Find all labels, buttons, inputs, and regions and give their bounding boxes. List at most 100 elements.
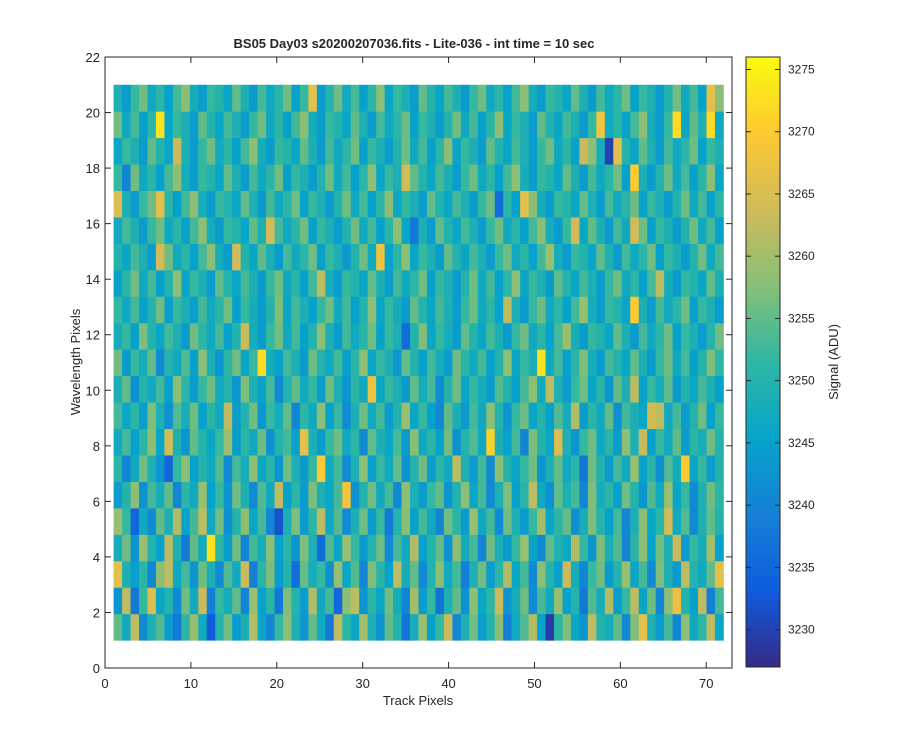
- heatmap-cell: [367, 243, 377, 271]
- heatmap-cell: [520, 322, 530, 350]
- heatmap-cell: [147, 534, 157, 562]
- heatmap-cell: [240, 190, 250, 218]
- heatmap-cell: [503, 507, 513, 535]
- heatmap-cell: [113, 296, 123, 324]
- heatmap-cell: [308, 481, 318, 509]
- heatmap-cell: [206, 455, 216, 482]
- heatmap-cell: [511, 137, 521, 165]
- heatmap-cell: [494, 481, 504, 509]
- heatmap-cell: [443, 111, 453, 139]
- heatmap-cell: [215, 349, 225, 377]
- heatmap-cell: [282, 243, 292, 271]
- heatmap-cell: [647, 455, 657, 482]
- heatmap-cell: [638, 455, 648, 482]
- y-tick-label: 0: [93, 661, 100, 676]
- heatmap-cell: [672, 269, 682, 297]
- heatmap-cell: [460, 613, 470, 641]
- heatmap-cell: [147, 613, 157, 641]
- heatmap-cell: [393, 243, 402, 271]
- heatmap-cell: [249, 507, 258, 535]
- heatmap-cell: [130, 84, 140, 112]
- heatmap-cell: [706, 84, 716, 112]
- heatmap-cell: [562, 507, 572, 535]
- heatmap-cell: [376, 349, 386, 377]
- heatmap-cell: [130, 507, 140, 535]
- heatmap-cell: [410, 428, 419, 456]
- heatmap-cell: [647, 269, 657, 297]
- heatmap-cell: [511, 217, 521, 244]
- heatmap-cell: [435, 349, 445, 377]
- heatmap-cell: [426, 402, 436, 430]
- heatmap-cell: [350, 217, 360, 244]
- heatmap-cell: [579, 481, 589, 509]
- heatmap-cell: [596, 111, 606, 139]
- heatmap-cell: [511, 349, 521, 377]
- heatmap-cell: [130, 111, 140, 139]
- heatmap-cell: [266, 243, 275, 271]
- heatmap-cell: [562, 481, 572, 509]
- heatmap-cell: [215, 587, 225, 615]
- heatmap-cell: [554, 269, 563, 297]
- heatmap-cell: [198, 587, 208, 615]
- heatmap-cell: [130, 455, 140, 482]
- heatmap-cell: [232, 137, 242, 165]
- heatmap-cell: [443, 481, 453, 509]
- heatmap-cell: [189, 428, 199, 456]
- heatmap-cell: [122, 217, 131, 244]
- heatmap-cell: [647, 164, 657, 191]
- heatmap-cell: [579, 375, 589, 403]
- heatmap-cell: [147, 217, 157, 244]
- heatmap-cell: [503, 322, 513, 350]
- y-axis-label: Wavelength Pixels: [68, 308, 83, 415]
- heatmap-cell: [206, 190, 216, 218]
- heatmap-cell: [647, 481, 657, 509]
- heatmap-cell: [681, 481, 690, 509]
- heatmap-cell: [342, 84, 352, 112]
- heatmap-cell: [401, 481, 411, 509]
- heatmap-cell: [714, 402, 724, 430]
- heatmap-cell: [291, 137, 301, 165]
- heatmap-cell: [206, 375, 216, 403]
- heatmap-cell: [198, 84, 208, 112]
- heatmap-cell: [587, 507, 597, 535]
- heatmap-cell: [401, 560, 411, 588]
- heatmap-cell: [147, 349, 157, 377]
- heatmap-cell: [477, 137, 487, 165]
- heatmap-cell: [232, 534, 242, 562]
- heatmap-cell: [545, 455, 555, 482]
- heatmap-cell: [299, 269, 309, 297]
- heatmap-cell: [503, 137, 513, 165]
- heatmap-cell: [113, 190, 123, 218]
- heatmap-cell: [139, 296, 148, 324]
- heatmap-cell: [181, 402, 191, 430]
- heatmap-cell: [206, 534, 216, 562]
- heatmap-cell: [698, 375, 707, 403]
- heatmap-cell: [638, 217, 648, 244]
- heatmap-cell: [333, 322, 343, 350]
- heatmap-cell: [426, 190, 436, 218]
- heatmap-cell: [638, 322, 648, 350]
- heatmap-cell: [477, 375, 487, 403]
- heatmap-cell: [359, 402, 369, 430]
- heatmap-cell: [672, 217, 682, 244]
- heatmap-cell: [291, 534, 301, 562]
- heatmap-cell: [435, 481, 445, 509]
- heatmap-cell: [223, 402, 233, 430]
- heatmap-cell: [350, 560, 360, 588]
- heatmap-cell: [672, 111, 682, 139]
- heatmap-cell: [613, 428, 623, 456]
- heatmap-cell: [232, 481, 242, 509]
- heatmap-cell: [706, 296, 716, 324]
- heatmap-cell: [215, 322, 225, 350]
- heatmap-cell: [359, 190, 369, 218]
- heatmap-cell: [613, 217, 623, 244]
- heatmap-cell: [528, 164, 538, 191]
- heatmap-cell: [155, 243, 165, 271]
- heatmap-cell: [299, 164, 309, 191]
- heatmap-cell: [384, 217, 394, 244]
- heatmap-cell: [469, 481, 479, 509]
- heatmap-cell: [477, 560, 487, 588]
- heatmap-cell: [681, 296, 690, 324]
- heatmap-cell: [282, 587, 292, 615]
- heatmap-cell: [401, 507, 411, 535]
